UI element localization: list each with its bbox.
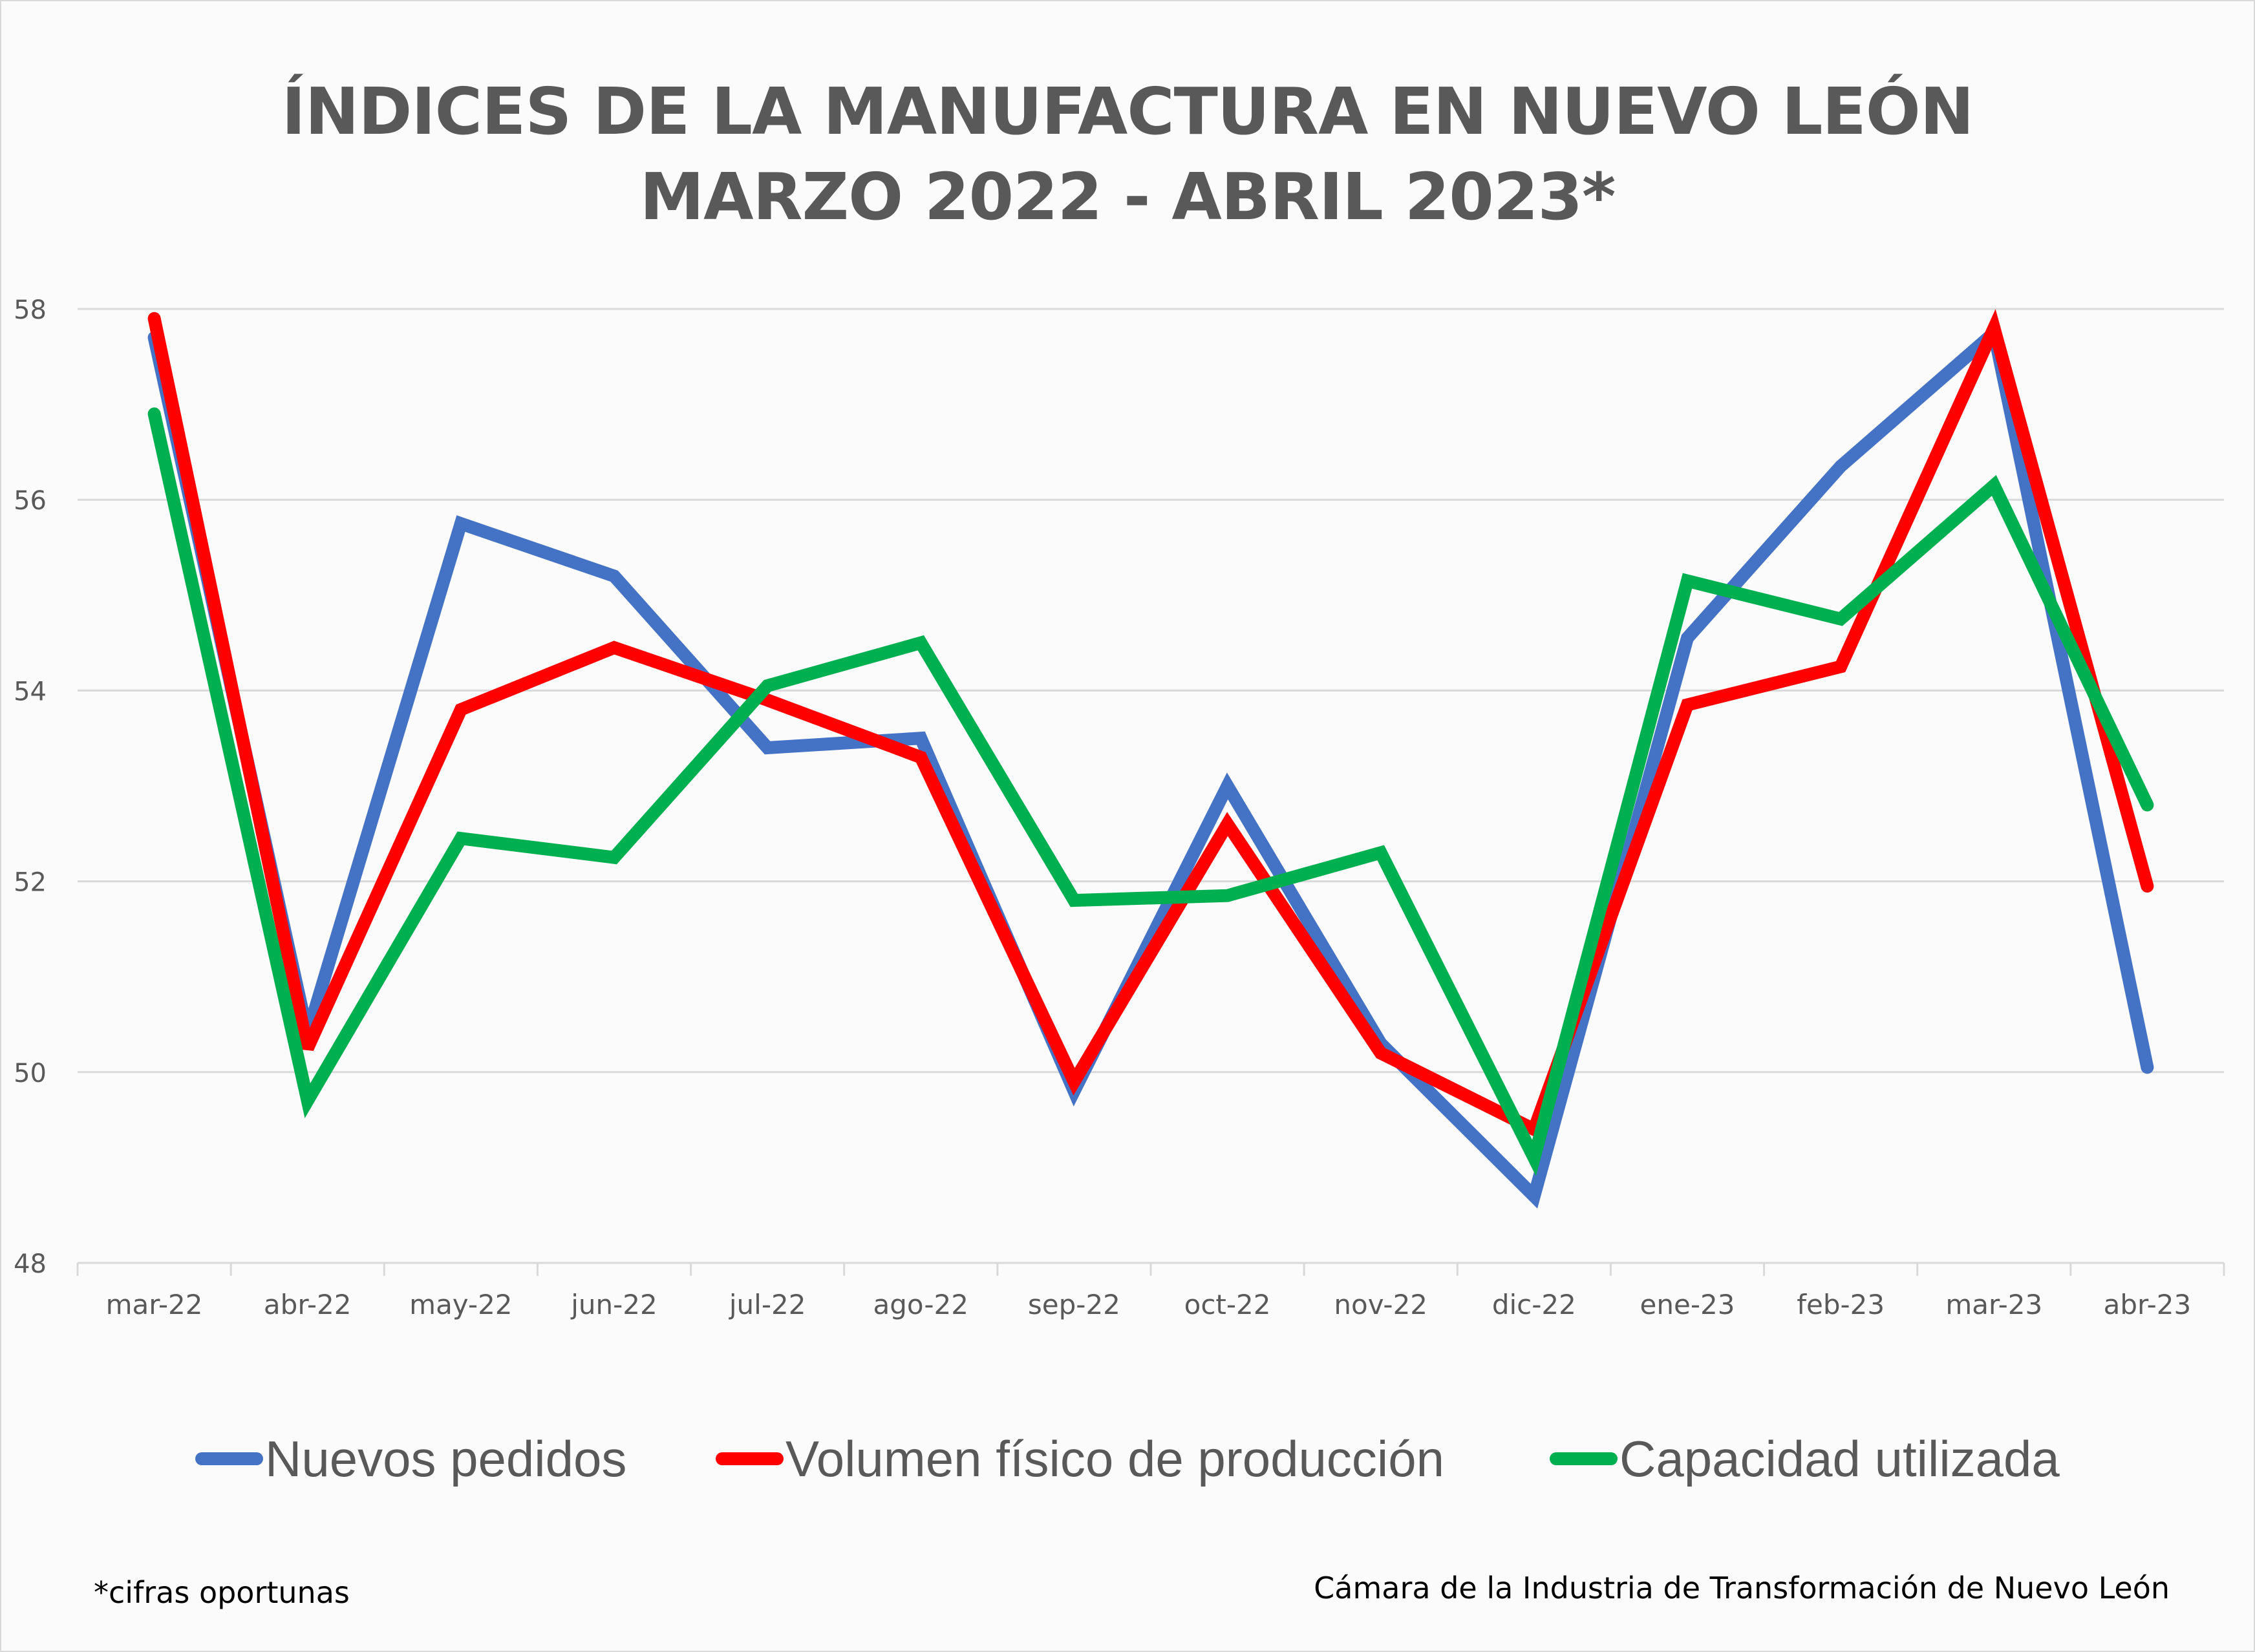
chart-title-line-2: MARZO 2022 - ABRIL 2023* xyxy=(639,159,1616,235)
x-axis: mar-22 abr-22 may-22 jun-22 jul-22 ago-22 sep-… xyxy=(76,1262,2225,1320)
x-tick-label: mar-23 xyxy=(1945,1289,2042,1320)
x-tick-label: ago-22 xyxy=(873,1289,968,1320)
legend-swatch-capacidad xyxy=(1550,1452,1618,1465)
x-tick-label: mar-22 xyxy=(106,1289,203,1320)
footnote: *cifras oportunas xyxy=(94,1575,350,1610)
y-tick-label: 58 xyxy=(14,295,47,325)
gridlines xyxy=(78,308,2224,1074)
x-tick-label: jun-22 xyxy=(570,1289,657,1320)
legend: Nuevos pedidos Volumen físico de producc… xyxy=(1,1423,2254,1494)
x-tick-label: jul-22 xyxy=(729,1289,806,1320)
x-tick-label: ene-23 xyxy=(1640,1289,1735,1320)
legend-label-volumen: Volumen físico de producción xyxy=(786,1430,1444,1487)
legend-label-nuevos-pedidos: Nuevos pedidos xyxy=(265,1430,627,1487)
series-line-volumen xyxy=(147,309,2154,1139)
x-tick-label: abr-22 xyxy=(264,1289,352,1320)
y-tick-label: 56 xyxy=(14,486,47,516)
y-tick-label: 48 xyxy=(14,1249,47,1279)
x-tick-label: oct-22 xyxy=(1184,1289,1271,1320)
legend-swatch-volumen xyxy=(716,1452,784,1465)
x-tick-label: nov-22 xyxy=(1334,1289,1427,1320)
x-tick-label: dic-22 xyxy=(1492,1289,1576,1320)
x-tick-label: abr-23 xyxy=(2104,1289,2192,1320)
y-tick-label: 52 xyxy=(14,868,47,898)
y-tick-label: 50 xyxy=(14,1059,47,1088)
chart-title: ÍNDICES DE LA MANUFACTURA EN NUEVO LEÓN … xyxy=(1,69,2254,240)
series-lines xyxy=(147,309,2154,1209)
chart-title-line-1: ÍNDICES DE LA MANUFACTURA EN NUEVO LEÓN xyxy=(281,74,1974,149)
series-line-capacidad xyxy=(147,407,2154,1176)
series-line-nuevos-pedidos xyxy=(147,321,2154,1209)
x-tick-label: sep-22 xyxy=(1028,1289,1120,1320)
legend-swatch-nuevos-pedidos xyxy=(195,1452,263,1465)
y-tick-label: 54 xyxy=(14,677,47,706)
legend-label-capacidad: Capacidad utilizada xyxy=(1619,1430,2060,1487)
source-credit: Cámara de la Industria de Transformación… xyxy=(1314,1571,2170,1605)
x-tick-label: feb-23 xyxy=(1797,1289,1885,1320)
y-axis: 48 50 52 54 56 58 xyxy=(14,295,47,1279)
x-tick-label: may-22 xyxy=(409,1289,512,1320)
